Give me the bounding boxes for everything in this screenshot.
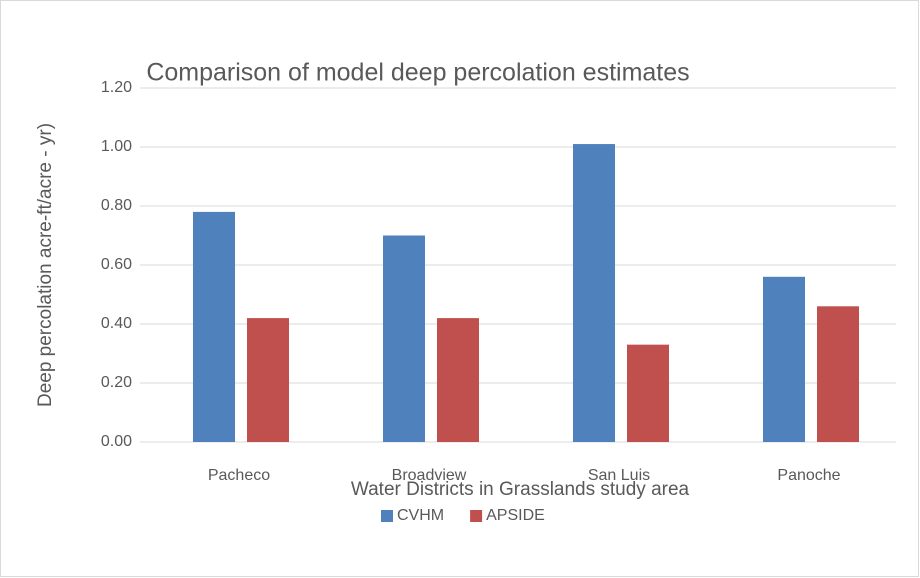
y-tick-label: 0.20: [101, 374, 132, 391]
bar: [247, 318, 289, 442]
bar: [763, 276, 805, 442]
y-tick-label: 0.80: [101, 197, 132, 214]
bar: [193, 211, 235, 442]
y-tick-label: 0.40: [101, 315, 132, 332]
legend-swatch: [470, 510, 483, 522]
y-tick-label: 0.00: [101, 433, 132, 450]
legend-label: CVHM: [397, 507, 444, 524]
x-tick-label: Pacheco: [208, 467, 270, 484]
legend-swatch: [381, 510, 393, 522]
y-axis-title: Deep percolation acre-ft/acre - yr): [35, 123, 56, 407]
bar: [437, 318, 479, 442]
chart-title: Comparison of model deep percolation est…: [146, 59, 689, 87]
bar: [817, 306, 859, 442]
bar: [627, 344, 669, 442]
x-tick-label: Broadview: [392, 467, 467, 484]
x-tick-label: Panoche: [777, 467, 840, 484]
x-tick-label: San Luis: [588, 467, 650, 484]
bar: [573, 144, 615, 443]
y-tick-label: 0.60: [101, 256, 132, 273]
y-tick-label: 1.00: [101, 138, 132, 155]
bar: [383, 235, 425, 442]
x-axis-title: Water Districts in Grasslands study area: [351, 479, 690, 500]
y-tick-label: 1.20: [101, 79, 132, 96]
legend-label: APSIDE: [486, 507, 545, 524]
